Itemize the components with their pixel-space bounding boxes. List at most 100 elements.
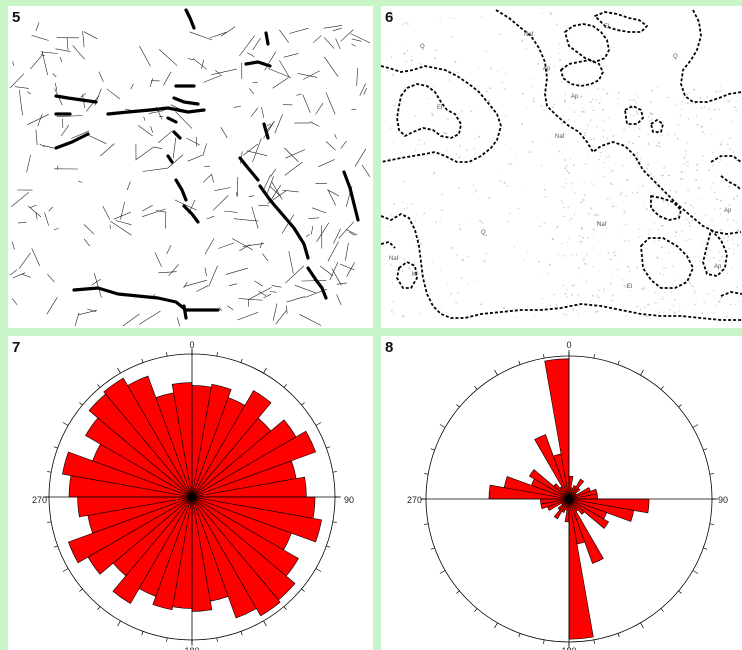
stipple-dot [672, 196, 674, 198]
stipple-dot [460, 110, 463, 112]
stipple-dot [650, 113, 652, 115]
minor-lineament [35, 129, 38, 146]
major-lineament [54, 132, 90, 150]
stipple-dot [626, 286, 628, 288]
stipple-dot [679, 114, 681, 116]
minor-lineament [37, 113, 43, 127]
stipple-dot [415, 149, 417, 151]
minor-lineament [284, 161, 303, 176]
minor-lineament [130, 83, 134, 90]
stipple-dot [626, 157, 627, 159]
stipple-dot [663, 184, 665, 186]
minor-lineament [183, 281, 188, 288]
major-lineament [172, 130, 182, 140]
stipple-dot [504, 144, 506, 145]
stipple-dot [418, 238, 420, 241]
stipple-dot [701, 312, 703, 314]
stipple-dot [690, 204, 693, 206]
stipple-dot [623, 212, 625, 214]
minor-lineament [17, 222, 27, 224]
major-lineament [174, 178, 188, 202]
stipple-dot [584, 181, 585, 183]
stipple-dot [577, 294, 579, 296]
major-lineament [72, 286, 220, 312]
stipple-dot [736, 159, 738, 162]
stipple-dot [474, 138, 476, 140]
minor-lineament [172, 137, 176, 159]
stipple-dot [398, 257, 401, 259]
minor-lineament [167, 154, 184, 169]
minor-lineament [233, 218, 259, 222]
stipple-dot [726, 315, 728, 318]
rose-tick [166, 352, 168, 357]
stipple-dot [586, 125, 589, 127]
rose-tick [543, 639, 545, 644]
stipple-dot [592, 109, 595, 111]
stipple-dot [586, 128, 588, 130]
rose-tick [141, 358, 144, 363]
stipple-dot [490, 67, 492, 70]
stipple-dot [626, 179, 629, 181]
minor-lineament [239, 35, 255, 57]
minor-lineament [332, 27, 342, 32]
minor-lineament [269, 185, 282, 198]
stipple-dot [720, 213, 721, 215]
rose-tick [430, 547, 435, 550]
stipple-dot [673, 245, 674, 246]
stipple-dot [441, 305, 443, 306]
minor-lineament [361, 164, 371, 177]
minor-lineament [77, 180, 83, 183]
stipple-dot [647, 134, 650, 135]
stipple-dot [425, 67, 427, 70]
stipple-dot [454, 18, 455, 20]
stipple-dot [639, 127, 641, 130]
minor-lineament [248, 195, 255, 197]
stipple-dot [650, 119, 653, 121]
stipple-dot [660, 117, 662, 118]
stipple-dot [721, 174, 723, 177]
minor-lineament [47, 273, 55, 283]
stipple-dot [513, 246, 516, 248]
stipple-dot [728, 248, 731, 250]
unit-label: Naf [555, 134, 565, 140]
panel-label: 7 [12, 339, 21, 356]
stipple-dot [571, 218, 573, 220]
major-lineament [54, 94, 98, 104]
stipple-dot [508, 220, 509, 223]
minor-lineament [72, 45, 85, 60]
minor-lineament [28, 205, 42, 218]
stipple-dot [466, 256, 469, 257]
stipple-dot [694, 290, 696, 293]
stipple-dot [474, 190, 477, 192]
rose-tick [97, 384, 101, 388]
stipple-dot [585, 263, 587, 265]
stipple-dot [686, 161, 689, 163]
minor-lineament [289, 27, 309, 34]
stipple-dot [533, 314, 535, 316]
stipple-dot [644, 200, 645, 202]
rose-tick [709, 473, 714, 475]
stipple-dot [540, 165, 543, 167]
stipple-dot [504, 72, 506, 74]
rose-tick [543, 354, 545, 359]
stipple-dot [639, 116, 641, 118]
stipple-dot [603, 290, 605, 292]
minor-lineament [113, 211, 131, 220]
stipple-dot [407, 50, 409, 52]
stipple-dot [637, 154, 639, 155]
stipple-dot [669, 309, 671, 311]
stipple-dot [522, 92, 524, 95]
stipple-dot [612, 205, 615, 208]
rose-tick [62, 568, 69, 572]
minor-lineament [283, 53, 299, 58]
minor-lineament [285, 265, 305, 284]
stipple-dot [636, 266, 638, 269]
minor-lineament [259, 242, 263, 249]
minor-lineament [62, 118, 64, 128]
stipple-dot [629, 99, 631, 101]
stipple-dot [720, 143, 723, 146]
stipple-dot [559, 44, 560, 45]
stipple-dot [590, 89, 591, 91]
rose-tick [660, 608, 664, 612]
stipple-dot [486, 90, 488, 92]
